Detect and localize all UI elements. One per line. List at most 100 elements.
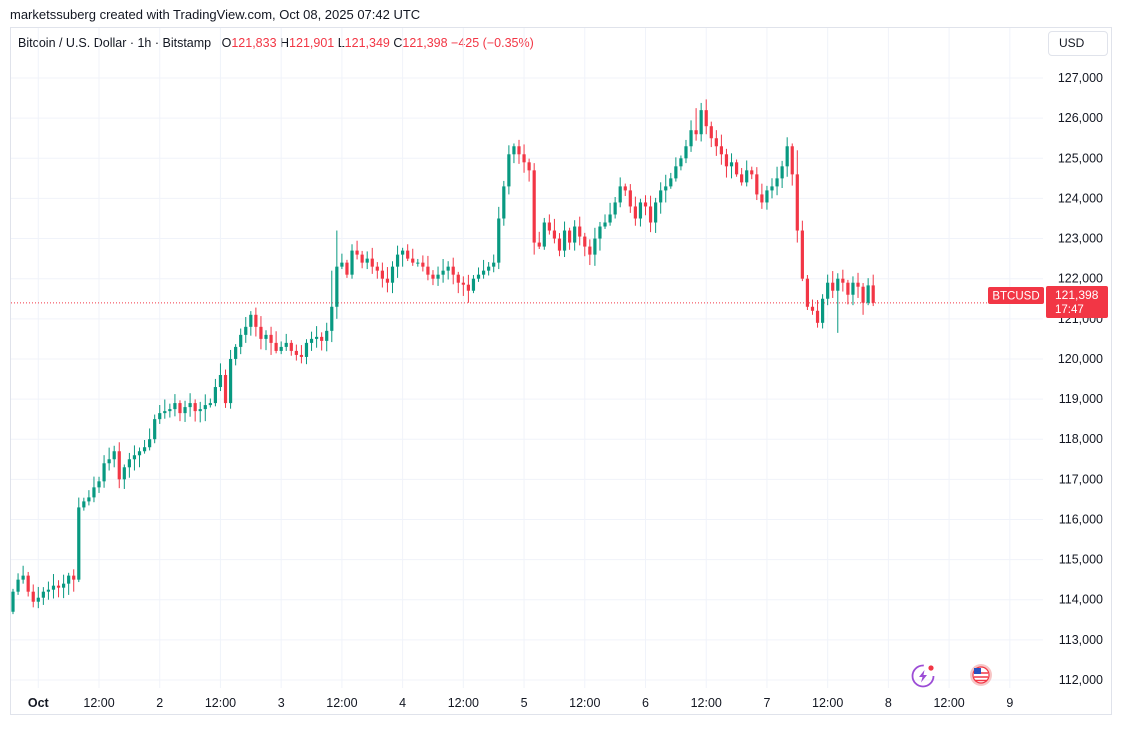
price-tick-label: 120,000 — [1058, 352, 1103, 366]
candle-body — [345, 262, 349, 275]
candle-body — [608, 214, 612, 223]
candle-body — [274, 342, 278, 351]
candle-body — [659, 190, 663, 203]
candle-body — [588, 246, 592, 255]
candle-body — [436, 274, 440, 279]
candle-body — [127, 459, 131, 468]
time-tick-label: 3 — [278, 696, 285, 710]
candle-body — [340, 262, 344, 267]
candle-body — [466, 284, 470, 291]
candle-body — [395, 254, 400, 267]
candle-body — [785, 146, 789, 167]
candle-body — [294, 350, 298, 355]
price-axis[interactable]: 127,000 126,000 125,000 124,000 123,000 122,0… — [1058, 71, 1103, 687]
candle-body — [365, 258, 369, 263]
candle-body — [446, 266, 450, 271]
candle-body — [102, 463, 106, 482]
time-tick-label: 7 — [763, 696, 770, 710]
candle-body — [244, 326, 248, 335]
candle-body — [866, 285, 870, 303]
time-tick-label: 8 — [885, 696, 892, 710]
price-tick-label: 115,000 — [1059, 553, 1103, 567]
candle-body — [760, 194, 764, 203]
price-tick-label: 124,000 — [1058, 191, 1103, 205]
candle-body — [481, 270, 486, 275]
candle-body — [426, 266, 430, 275]
candle-body — [254, 314, 258, 327]
candle-body — [11, 591, 15, 612]
lightning-logo-icon[interactable] — [911, 664, 935, 688]
candle-body — [330, 306, 334, 331]
candle-body — [826, 282, 830, 299]
candle-body — [846, 282, 850, 295]
price-tick-label: 114,000 — [1059, 593, 1103, 607]
candle-body — [719, 146, 723, 155]
countdown-text: 17:47 — [1055, 304, 1084, 316]
candle-body — [512, 146, 516, 155]
candle-body — [249, 314, 253, 327]
candle-body — [309, 338, 314, 343]
candle-body — [456, 274, 460, 283]
price-tick-label: 126,000 — [1058, 111, 1103, 125]
candle-body — [198, 409, 202, 412]
candle-body — [547, 222, 551, 231]
candle-body — [734, 162, 739, 175]
candle-body — [320, 336, 324, 341]
candle-body — [694, 130, 698, 135]
symbol-price-tag: BTCUSD — [988, 287, 1044, 304]
candle-body — [269, 334, 273, 343]
open-label: O — [221, 36, 232, 50]
candle-body — [223, 374, 228, 404]
candle-body — [380, 270, 384, 279]
candle-body — [390, 266, 395, 283]
candle-body — [350, 250, 354, 275]
candle-body — [836, 278, 840, 291]
candle-body — [62, 583, 66, 588]
candle-body — [325, 330, 329, 341]
time-tick-label: 12:00 — [933, 696, 964, 710]
low-label: L — [337, 36, 345, 50]
candle-body — [26, 575, 30, 592]
price-tick-label: 118,000 — [1059, 432, 1103, 446]
time-axis[interactable]: Oct 12:00 2 12:00 3 12:00 4 12:00 5 12:00 6 12:00 7 1… — [28, 696, 1013, 710]
time-tick-label: 6 — [642, 696, 649, 710]
candle-body — [228, 358, 233, 404]
candle-body — [315, 336, 319, 339]
change-value: −425 (−0.35%) — [451, 36, 534, 50]
candle-body — [173, 403, 177, 410]
candle-body — [148, 439, 152, 448]
candle-body — [107, 459, 111, 464]
candle-body — [92, 487, 96, 498]
candle-body — [183, 407, 187, 414]
candle-body — [284, 342, 288, 347]
currency-button[interactable]: USD — [1048, 31, 1108, 56]
us-flag-icon[interactable] — [970, 664, 992, 686]
time-tick-label: 9 — [1006, 696, 1013, 710]
candle-body — [279, 346, 283, 351]
candle-body — [740, 174, 744, 183]
candle-body — [689, 130, 693, 147]
price-tick-label: 119,000 — [1059, 392, 1103, 406]
candle-body — [648, 206, 653, 223]
candle-body — [815, 310, 820, 323]
candle-body — [476, 274, 481, 279]
candle-body — [831, 282, 835, 291]
candle-body — [259, 326, 263, 339]
candle-body — [704, 110, 708, 127]
candle-body — [335, 266, 339, 307]
time-tick-label: 5 — [521, 696, 528, 710]
candle-body — [82, 501, 86, 508]
candle-body — [507, 154, 511, 187]
candle-body — [401, 250, 405, 255]
candle-body — [431, 274, 435, 279]
candle-body — [451, 266, 455, 275]
candle-body — [643, 202, 648, 207]
candle-body — [664, 186, 668, 191]
candle-body — [628, 190, 632, 207]
candle-body — [213, 387, 217, 404]
last-price-text: 121,398 — [1055, 288, 1099, 302]
price-tick-label: 125,000 — [1058, 151, 1103, 165]
candle-body — [871, 285, 875, 303]
symbol-title[interactable]: Bitcoin / U.S. Dollar · 1h · Bitstamp — [18, 36, 212, 50]
